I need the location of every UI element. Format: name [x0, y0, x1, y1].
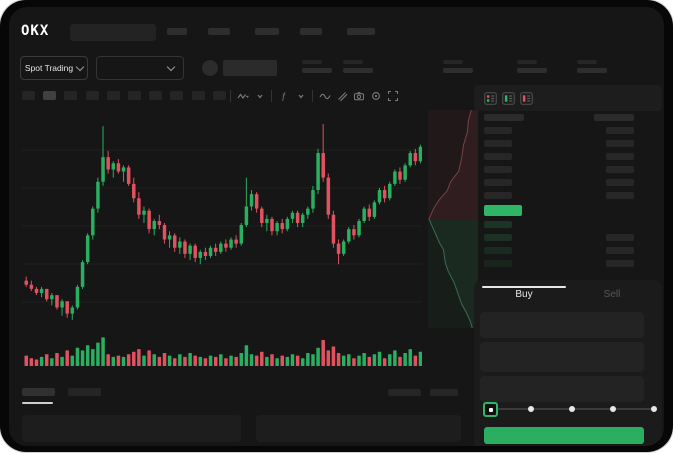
ask-row-amount [606, 192, 634, 199]
ask-row-amount [606, 127, 634, 134]
bottom-tab[interactable] [22, 388, 55, 396]
coin-avatar [202, 60, 218, 76]
timeframe-button[interactable] [106, 91, 120, 100]
indicators-icon[interactable]: ƒ [278, 90, 290, 102]
orderbook-price-column-header [484, 114, 524, 121]
chevron-down-icon[interactable] [295, 90, 307, 102]
nav-item-placeholder[interactable] [167, 28, 187, 35]
bid-row-price[interactable] [484, 221, 512, 228]
stat-label-placeholder [302, 60, 322, 64]
order-input-placeholder[interactable] [480, 312, 644, 338]
slider-stop-dot[interactable] [610, 406, 616, 412]
last-price-badge[interactable] [484, 205, 522, 216]
slider-stop-dot[interactable] [569, 406, 575, 412]
ask-row-price[interactable] [484, 166, 512, 173]
bottom-action-placeholder[interactable] [430, 389, 458, 396]
timeframe-button[interactable] [170, 91, 184, 100]
stat-value-placeholder [577, 68, 607, 73]
tab-buy[interactable]: Buy [478, 286, 570, 304]
okx-logo[interactable]: OKX [21, 23, 50, 39]
ask-row-price[interactable] [484, 179, 512, 186]
stat-value-placeholder [443, 68, 473, 73]
camera-icon[interactable] [353, 90, 365, 102]
chevron-down-icon[interactable] [254, 90, 266, 102]
nav-item-placeholder[interactable] [255, 28, 279, 35]
chevron-down-icon [75, 62, 85, 72]
toolbar-separator [312, 90, 313, 102]
svg-text:ƒ: ƒ [281, 91, 286, 101]
bottom-action-placeholder[interactable] [388, 389, 421, 396]
bid-row-price[interactable] [484, 247, 512, 254]
settings-icon[interactable] [370, 90, 382, 102]
bid-row-price[interactable] [484, 234, 512, 241]
bottom-tab[interactable] [68, 388, 101, 396]
stat-label-placeholder [577, 60, 597, 64]
timeframe-button[interactable] [212, 91, 226, 100]
timeframe-button[interactable] [128, 91, 141, 100]
book-bids-icon[interactable] [502, 92, 515, 105]
active-bottom-tab-underline [22, 402, 53, 404]
app-screen: OKX Spot Trading ƒ [9, 7, 664, 446]
pair-name-placeholder [223, 60, 277, 76]
book-split-icon[interactable] [484, 92, 497, 105]
nav-item-placeholder[interactable] [347, 28, 375, 35]
ask-row-price[interactable] [484, 192, 512, 199]
nav-item-placeholder[interactable] [300, 28, 322, 35]
nav-item-placeholder[interactable] [208, 28, 230, 35]
fullscreen-icon[interactable] [387, 90, 399, 102]
bid-row-amount [606, 234, 634, 241]
bid-row-amount [606, 247, 634, 254]
volume-chart [24, 337, 422, 366]
tab-sell-label: Sell [603, 289, 621, 300]
bid-row-price[interactable] [484, 260, 512, 267]
timeframe-button[interactable] [85, 91, 99, 100]
market-type-label: Spot Trading [24, 63, 74, 73]
ask-row-amount [606, 179, 634, 186]
ask-row-price[interactable] [484, 127, 512, 134]
buy-submit-button[interactable] [484, 427, 644, 444]
zigzag-chevron-icon[interactable] [237, 90, 249, 102]
ask-row-price[interactable] [484, 153, 512, 160]
chevron-down-icon [166, 62, 176, 72]
stat-label-placeholder [443, 60, 463, 64]
orders-table-row-placeholder [256, 415, 461, 442]
ask-row-price[interactable] [484, 140, 512, 147]
timeframe-button[interactable] [149, 91, 163, 100]
tab-buy-label: Buy [515, 289, 533, 300]
slider-stop-dot[interactable] [651, 406, 657, 412]
stat-value-placeholder [517, 68, 547, 73]
search-input[interactable] [70, 24, 156, 41]
orderbook-amount-column-header [594, 114, 634, 121]
order-input-placeholder[interactable] [480, 342, 644, 372]
amount-slider-handle[interactable] [483, 402, 498, 417]
compare-line-icon[interactable] [319, 90, 331, 102]
bid-row-amount [606, 260, 634, 267]
stat-label-placeholder [517, 60, 537, 64]
timeframe-button[interactable] [64, 91, 78, 100]
candlestick-chart[interactable] [22, 112, 422, 332]
draw-icon[interactable] [336, 90, 348, 102]
ask-row-amount [606, 166, 634, 173]
timeframe-button[interactable] [22, 91, 35, 100]
stat-label-placeholder [343, 60, 363, 64]
market-type-dropdown[interactable]: Spot Trading [20, 56, 88, 80]
depth-chart [428, 110, 478, 328]
stat-value-placeholder [302, 68, 332, 73]
order-input-placeholder[interactable] [480, 376, 644, 402]
slider-stop-dot[interactable] [528, 406, 534, 412]
ask-row-amount [606, 153, 634, 160]
stat-value-placeholder [343, 68, 373, 73]
book-asks-icon[interactable] [520, 92, 533, 105]
toolbar-separator [271, 90, 272, 102]
timeframe-button[interactable] [43, 91, 57, 100]
timeframe-button[interactable] [191, 91, 205, 100]
tab-sell[interactable]: Sell [566, 286, 658, 304]
active-tab-indicator [482, 286, 566, 288]
pair-dropdown[interactable] [96, 56, 184, 80]
ask-row-amount [606, 140, 634, 147]
toolbar-separator [230, 90, 231, 102]
orders-table-row-placeholder [22, 415, 241, 442]
